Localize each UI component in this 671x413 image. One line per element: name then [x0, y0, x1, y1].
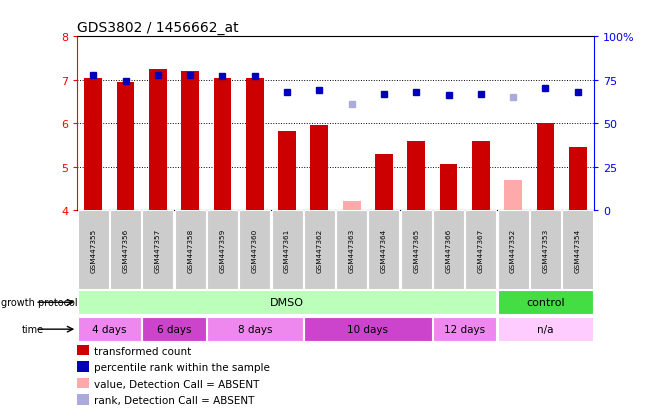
Bar [433, 317, 497, 342]
Text: n/a: n/a [537, 324, 554, 335]
Bar [142, 317, 206, 342]
Text: GSM447366: GSM447366 [446, 228, 452, 272]
Text: time: time [22, 324, 44, 335]
Bar [246, 78, 264, 211]
Text: GSM447358: GSM447358 [187, 228, 193, 272]
Bar [272, 211, 303, 289]
Text: growth protocol: growth protocol [1, 297, 78, 308]
Bar [440, 165, 458, 211]
Text: 10 days: 10 days [348, 324, 389, 335]
Bar [304, 211, 335, 289]
Text: 12 days: 12 days [444, 324, 485, 335]
Text: control: control [526, 297, 565, 308]
Bar [562, 211, 593, 289]
Bar [465, 211, 497, 289]
Bar [336, 211, 367, 289]
Bar [117, 83, 134, 211]
Bar [433, 211, 464, 289]
Bar [77, 345, 89, 355]
Bar [504, 180, 522, 211]
Text: GSM447355: GSM447355 [91, 228, 97, 272]
Bar [498, 317, 593, 342]
Text: GSM447364: GSM447364 [381, 228, 387, 272]
Bar [213, 78, 231, 211]
Bar [77, 378, 89, 388]
Bar [78, 290, 497, 315]
Text: GSM447352: GSM447352 [510, 228, 516, 272]
Text: GSM447357: GSM447357 [155, 228, 161, 272]
Bar [530, 211, 561, 289]
Bar [368, 211, 399, 289]
Text: GSM447356: GSM447356 [123, 228, 129, 272]
Bar [78, 317, 141, 342]
Bar [174, 211, 206, 289]
Text: 6 days: 6 days [157, 324, 191, 335]
Bar [181, 72, 199, 211]
Text: GSM447367: GSM447367 [478, 228, 484, 272]
Bar [304, 317, 431, 342]
Text: value, Detection Call = ABSENT: value, Detection Call = ABSENT [94, 379, 260, 389]
Bar [407, 141, 425, 211]
Bar [311, 126, 328, 211]
Text: GSM447360: GSM447360 [252, 228, 258, 272]
Text: rank, Detection Call = ABSENT: rank, Detection Call = ABSENT [94, 395, 254, 405]
Text: DMSO: DMSO [270, 297, 304, 308]
Text: 8 days: 8 days [238, 324, 272, 335]
Text: GSM447362: GSM447362 [316, 228, 322, 272]
Bar [78, 211, 109, 289]
Bar [142, 211, 173, 289]
Bar [401, 211, 431, 289]
Bar [207, 317, 303, 342]
Bar [240, 211, 270, 289]
Text: GSM447359: GSM447359 [219, 228, 225, 272]
Bar [375, 154, 393, 211]
Bar [472, 141, 490, 211]
Text: 4 days: 4 days [92, 324, 127, 335]
Bar [149, 70, 167, 211]
Bar [77, 394, 89, 405]
Bar [110, 211, 141, 289]
Bar [343, 202, 360, 211]
Bar [207, 211, 238, 289]
Bar [498, 290, 593, 315]
Bar [569, 148, 586, 211]
Text: transformed count: transformed count [94, 346, 191, 356]
Bar [77, 361, 89, 372]
Text: GSM447354: GSM447354 [574, 228, 580, 272]
Bar [498, 211, 529, 289]
Text: percentile rank within the sample: percentile rank within the sample [94, 362, 270, 372]
Bar [537, 124, 554, 211]
Text: GSM447353: GSM447353 [542, 228, 548, 272]
Text: GSM447361: GSM447361 [284, 228, 290, 272]
Text: GSM447365: GSM447365 [413, 228, 419, 272]
Bar [85, 78, 102, 211]
Text: GSM447363: GSM447363 [349, 228, 355, 272]
Bar [278, 132, 296, 211]
Text: GDS3802 / 1456662_at: GDS3802 / 1456662_at [77, 21, 239, 35]
